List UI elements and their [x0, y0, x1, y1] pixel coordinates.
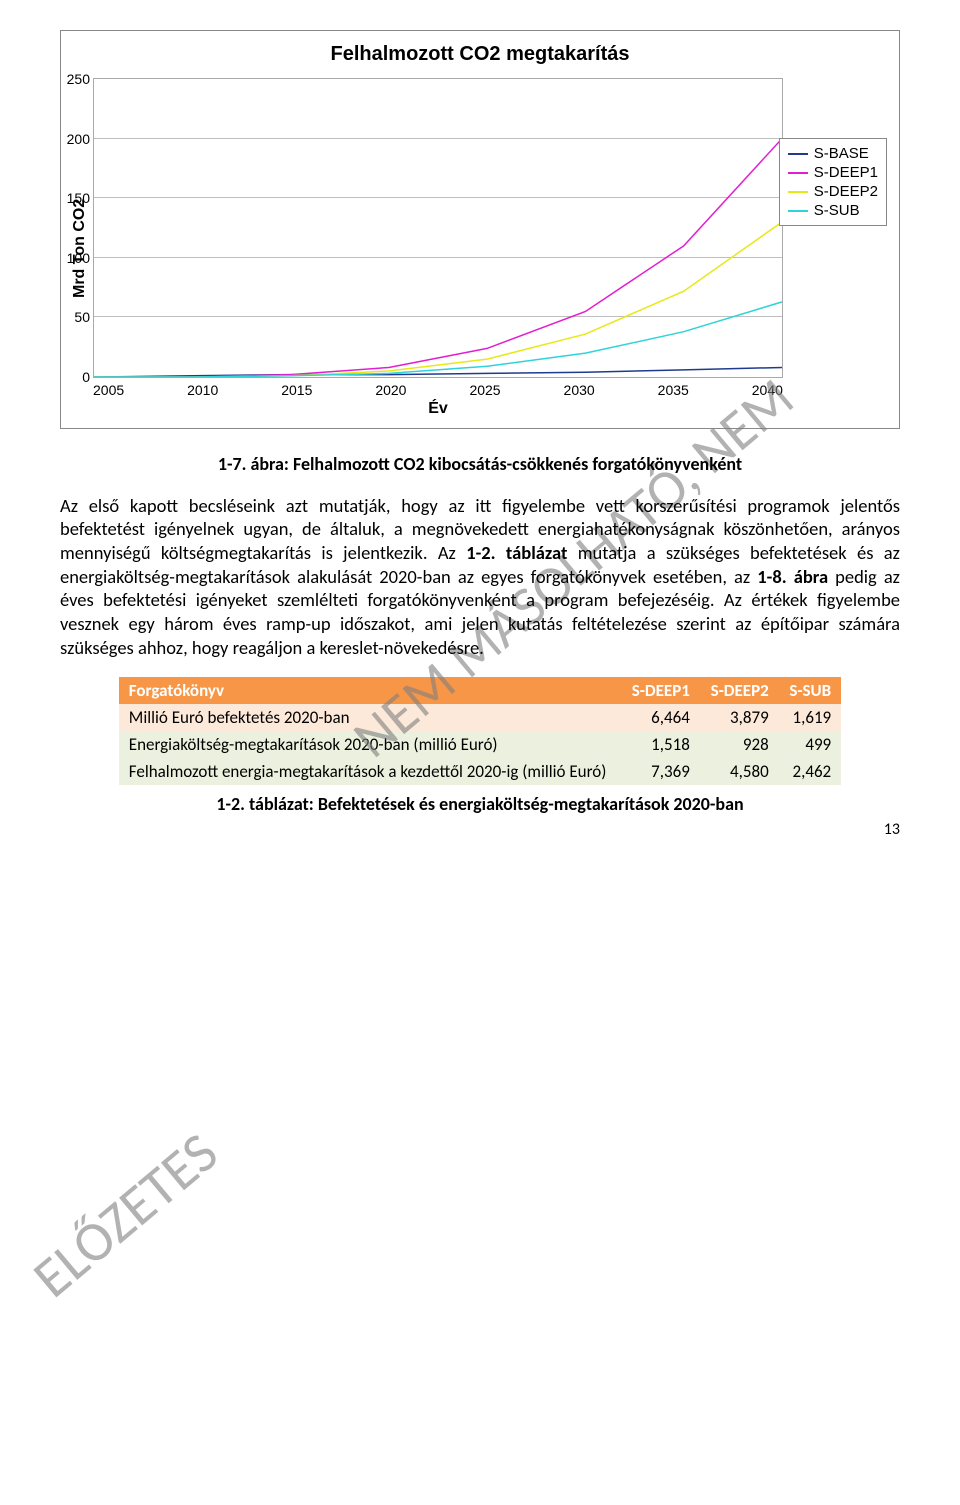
table-cell: 4,580: [700, 758, 779, 785]
legend-item: S-DEEP2: [788, 183, 878, 200]
chart-xtick: 2025: [469, 382, 500, 398]
body-paragraph: Az első kapott becsléseink azt mutatják,…: [60, 494, 900, 660]
table-header-cell: S-DEEP2: [700, 677, 779, 704]
chart-ytick: 150: [67, 190, 90, 206]
table-row: Felhalmozott energia-megtakarítások a ke…: [119, 758, 841, 785]
investment-table: ForgatókönyvS-DEEP1S-DEEP2S-SUB Millió E…: [119, 677, 841, 785]
para-bold: 1-2. táblázat: [466, 541, 567, 564]
table-cell: 1,619: [779, 704, 841, 731]
table-row: Millió Euró befektetés 2020-ban6,4643,87…: [119, 704, 841, 731]
chart-series-line: [94, 139, 782, 377]
chart-xlabel: Év: [93, 400, 783, 418]
table-cell: 928: [700, 731, 779, 758]
chart-xtick: 2020: [375, 382, 406, 398]
legend-label: S-SUB: [814, 202, 860, 219]
para-bold: 1-8. ábra: [757, 565, 828, 588]
table-cell: 3,879: [700, 704, 779, 731]
watermark-text: ELŐZETES: [20, 1119, 232, 1312]
table-header-cell: S-SUB: [779, 677, 841, 704]
legend-swatch: [788, 172, 808, 174]
chart-plot-area: 050100150200250: [93, 78, 783, 378]
table-row: Energiaköltség-megtakarítások 2020-ban (…: [119, 731, 841, 758]
legend-swatch: [788, 191, 808, 193]
chart-ytick: 50: [74, 309, 90, 325]
chart-ytick: 250: [67, 71, 90, 87]
chart-ytick: 0: [82, 369, 90, 385]
table-cell: 2,462: [779, 758, 841, 785]
chart-series-line: [94, 222, 782, 377]
legend-item: S-SUB: [788, 202, 878, 219]
chart-xtick: 2040: [752, 382, 783, 398]
table-caption: 1-2. táblázat: Befektetések és energiakö…: [60, 793, 900, 815]
chart-xtick: 2010: [187, 382, 218, 398]
legend-item: S-BASE: [788, 145, 878, 162]
legend-label: S-DEEP1: [814, 164, 878, 181]
table-cell: 1,518: [621, 731, 700, 758]
chart-xaxis: 2005 2010 2015 2020 2025 2030 2035 2040: [93, 382, 783, 398]
table-cell: 499: [779, 731, 841, 758]
chart-xtick: 2030: [564, 382, 595, 398]
table-cell: 6,464: [621, 704, 700, 731]
table-row-label: Millió Euró befektetés 2020-ban: [119, 704, 621, 731]
table-row-label: Energiaköltség-megtakarítások 2020-ban (…: [119, 731, 621, 758]
legend-swatch: [788, 153, 808, 155]
chart-series-line: [94, 367, 782, 377]
chart-ytick: 100: [67, 250, 90, 266]
table-row-label: Felhalmozott energia-megtakarítások a ke…: [119, 758, 621, 785]
chart-legend: S-BASE S-DEEP1 S-DEEP2 S-SUB: [779, 138, 887, 226]
chart-xtick: 2035: [658, 382, 689, 398]
figure-caption: 1-7. ábra: Felhalmozott CO2 kibocsátás-c…: [60, 453, 900, 475]
table-header-cell: S-DEEP1: [621, 677, 700, 704]
table-cell: 7,369: [621, 758, 700, 785]
co2-chart: Felhalmozott CO2 megtakarítás Mrd Ton CO…: [60, 30, 900, 429]
legend-label: S-BASE: [814, 145, 869, 162]
legend-item: S-DEEP1: [788, 164, 878, 181]
chart-xtick: 2005: [93, 382, 124, 398]
table-header-cell: Forgatókönyv: [119, 677, 621, 704]
chart-ytick: 200: [67, 131, 90, 147]
chart-xtick: 2015: [281, 382, 312, 398]
legend-label: S-DEEP2: [814, 183, 878, 200]
page-number: 13: [884, 820, 900, 839]
chart-title: Felhalmozott CO2 megtakarítás: [67, 43, 893, 66]
legend-swatch: [788, 210, 808, 212]
